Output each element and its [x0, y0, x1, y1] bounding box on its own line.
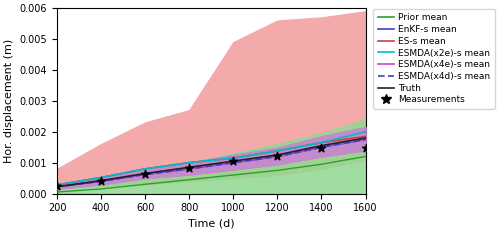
- Point: [141, 172, 149, 176]
- Point: [53, 184, 61, 188]
- X-axis label: Time (d): Time (d): [188, 219, 234, 229]
- Point: [274, 155, 281, 158]
- Point: [362, 146, 370, 150]
- Legend: Prior mean, EnKF-s mean, ES-s mean, ESMDA(x2e)-s mean, ESMDA(x4e)-s mean, ESMDA(: Prior mean, EnKF-s mean, ES-s mean, ESMD…: [373, 9, 495, 109]
- Point: [318, 146, 326, 150]
- Point: [230, 159, 237, 163]
- Point: [97, 179, 105, 182]
- Point: [186, 166, 194, 170]
- Y-axis label: Hor. displacement (m): Hor. displacement (m): [4, 39, 14, 163]
